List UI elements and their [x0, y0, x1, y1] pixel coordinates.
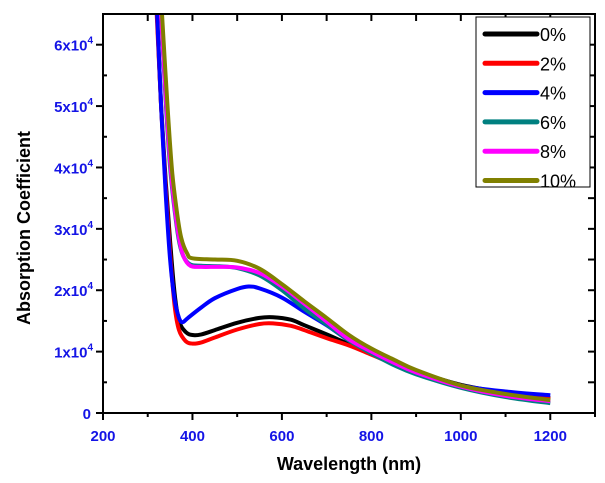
x-axis-title: Wavelength (nm) [277, 454, 421, 474]
y-axis-title: Absorption Coefficient [14, 131, 34, 325]
x-tick-label: 1000 [444, 428, 477, 445]
y-axis-ticks: 0 1x104 2x104 3x104 4x104 5x104 6x104 [54, 13, 595, 423]
legend-item: 4% [482, 84, 566, 104]
x-tick-label: 400 [180, 428, 205, 445]
y-tick-label: 2x104 [54, 281, 93, 300]
plot-border [102, 13, 596, 414]
legend-label: 8% [540, 142, 566, 162]
legend-label: 6% [540, 113, 566, 133]
x-tick-label: 600 [269, 428, 294, 445]
y-tick-label: 0 [83, 406, 91, 423]
legend-box [475, 16, 591, 188]
legend-item: 6% [482, 113, 566, 133]
y-tick-label: 1x104 [54, 343, 93, 362]
y-tick-label: 6x104 [54, 36, 93, 55]
x-axis-ticks: 200 400 600 800 1000 1200 [90, 14, 596, 445]
legend: 0% 2% 4% 6% 8% 10% [475, 16, 591, 192]
legend-label: 4% [540, 84, 566, 104]
y-tick-label: 4x104 [54, 158, 93, 177]
legend-item: 10% [482, 172, 576, 192]
x-tick-label: 200 [90, 428, 115, 445]
legend-label: 10% [540, 172, 576, 192]
y-tick-label: 5x104 [54, 97, 93, 116]
x-tick-label: 800 [359, 428, 384, 445]
y-tick-label: 3x104 [54, 220, 93, 239]
series-layer [154, 14, 551, 406]
legend-label: 2% [540, 54, 566, 74]
legend-item: 8% [482, 142, 566, 162]
x-tick-label: 1200 [534, 428, 567, 445]
legend-label: 0% [540, 25, 566, 45]
plot-frame [102, 13, 596, 414]
series-line-10pct [160, 14, 551, 403]
legend-item: 0% [482, 25, 566, 45]
legend-item: 2% [482, 54, 566, 74]
